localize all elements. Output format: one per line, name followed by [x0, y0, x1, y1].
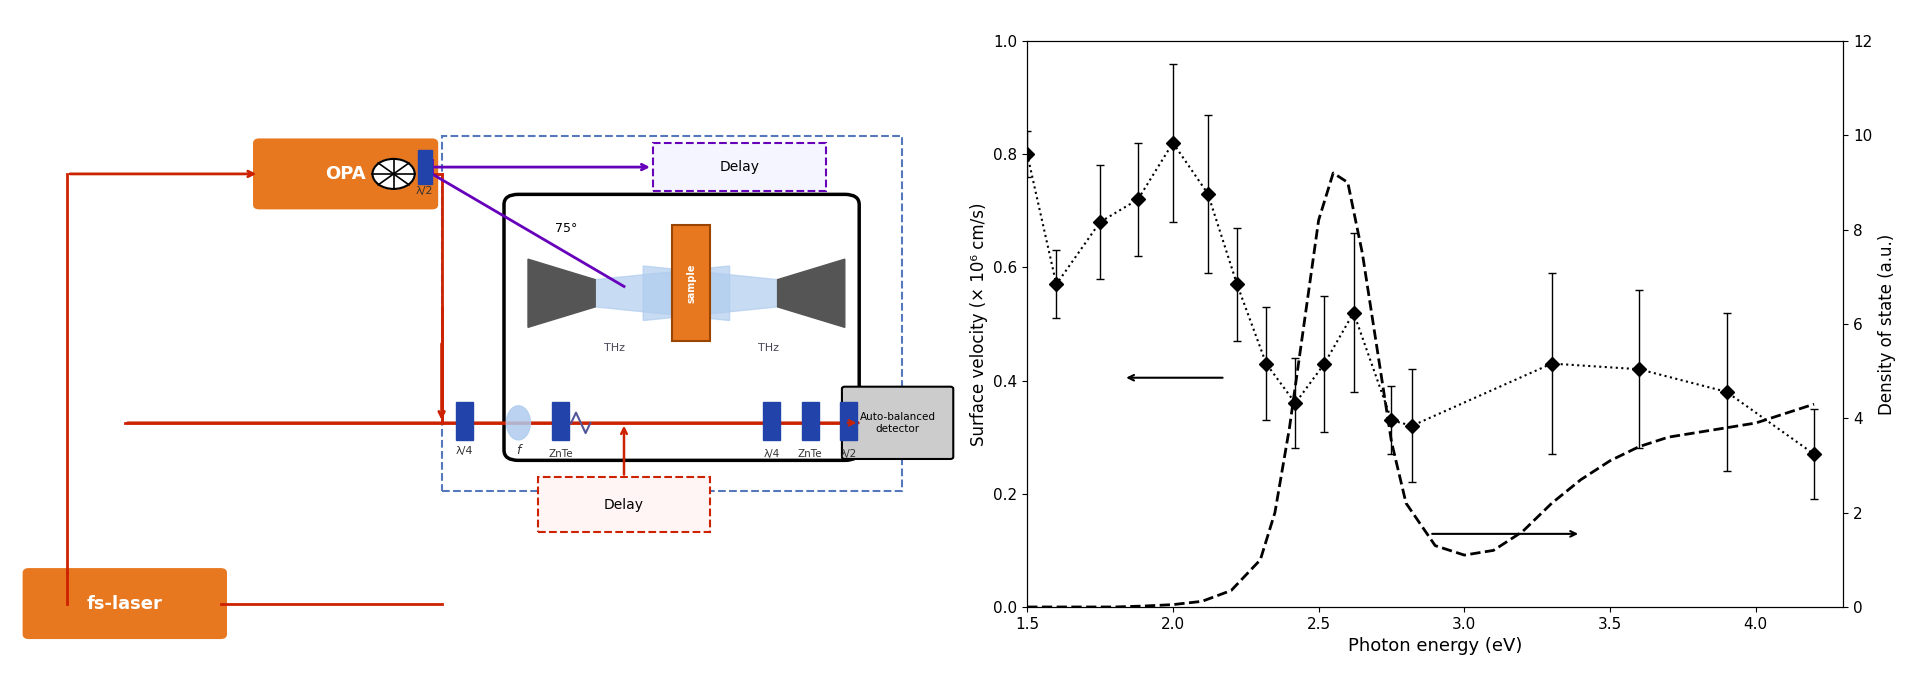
Text: THz: THz	[605, 343, 624, 353]
Bar	[762, 402, 780, 440]
Text: sample: sample	[685, 263, 697, 303]
FancyBboxPatch shape	[841, 387, 952, 459]
Text: ZnTe: ZnTe	[549, 449, 572, 459]
Text: λ/2: λ/2	[841, 449, 856, 459]
Bar	[553, 402, 568, 440]
Text: f: f	[516, 443, 520, 456]
Y-axis label: Surface velocity (× 10⁶ cm/s): Surface velocity (× 10⁶ cm/s)	[970, 202, 987, 446]
Text: λ/4: λ/4	[455, 445, 474, 456]
X-axis label: Photon energy (eV): Photon energy (eV)	[1348, 637, 1523, 655]
Text: ZnTe: ZnTe	[799, 449, 822, 459]
Polygon shape	[595, 266, 730, 321]
FancyBboxPatch shape	[503, 194, 858, 460]
Bar	[841, 402, 856, 440]
Ellipse shape	[507, 406, 530, 440]
Polygon shape	[528, 259, 595, 327]
Text: λ/2: λ/2	[415, 186, 434, 196]
Text: 75°: 75°	[555, 222, 578, 235]
Bar	[457, 402, 472, 440]
Text: OPA: OPA	[324, 165, 367, 183]
Polygon shape	[778, 259, 845, 327]
Bar	[417, 150, 432, 184]
Y-axis label: Density of state (a.u.): Density of state (a.u.)	[1878, 233, 1895, 415]
Text: λ/4: λ/4	[764, 449, 780, 459]
Bar	[653, 143, 826, 191]
Text: Delay: Delay	[605, 498, 643, 512]
FancyBboxPatch shape	[253, 140, 438, 208]
Bar	[538, 477, 710, 532]
Polygon shape	[643, 266, 778, 321]
Text: Delay: Delay	[720, 160, 758, 174]
Text: THz: THz	[758, 343, 778, 353]
Bar	[442, 136, 902, 491]
Circle shape	[372, 159, 415, 189]
Text: fs-laser: fs-laser	[86, 595, 163, 612]
FancyBboxPatch shape	[23, 569, 227, 638]
Text: Auto-balanced
detector: Auto-balanced detector	[860, 412, 935, 434]
Bar	[672, 225, 710, 341]
Bar	[803, 402, 818, 440]
